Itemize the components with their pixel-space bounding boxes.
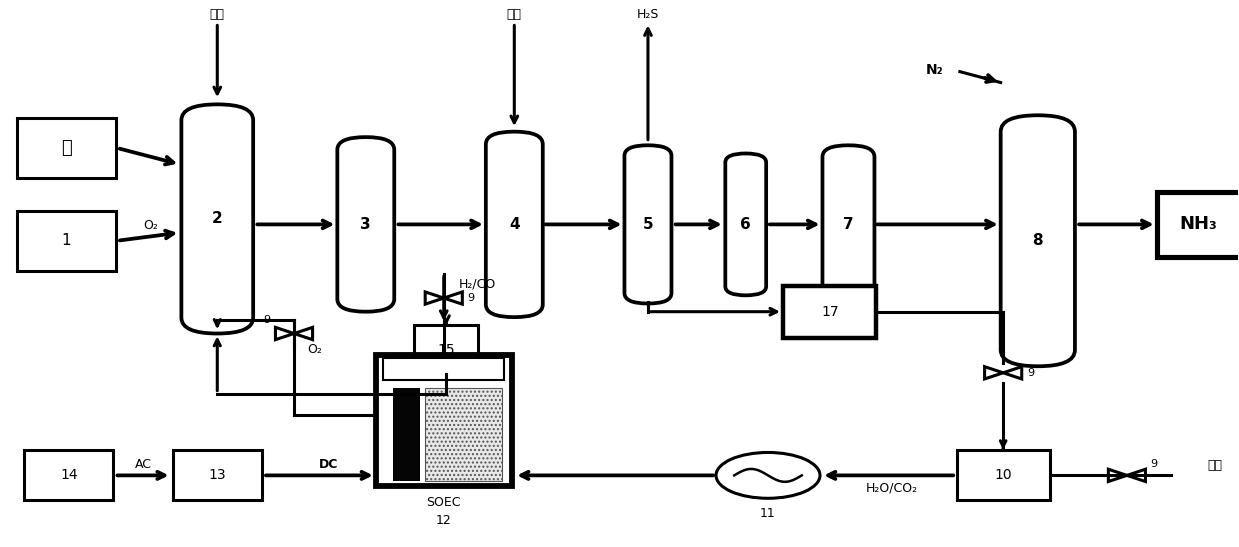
Text: SOEC: SOEC	[426, 496, 461, 509]
FancyBboxPatch shape	[425, 388, 502, 481]
Text: H₂O/CO₂: H₂O/CO₂	[866, 482, 918, 495]
Text: 13: 13	[208, 468, 225, 482]
Text: O₂: O₂	[307, 344, 322, 357]
Text: 蒸汽: 蒸汽	[209, 8, 224, 21]
Text: 10: 10	[995, 468, 1012, 482]
Text: 11: 11	[761, 507, 776, 520]
Text: H₂S: H₂S	[637, 8, 659, 21]
Text: AC: AC	[135, 458, 151, 471]
Text: N₂: N₂	[926, 63, 944, 77]
Text: 15: 15	[437, 343, 455, 357]
Text: 5: 5	[643, 217, 653, 232]
Text: 4: 4	[509, 217, 519, 232]
FancyBboxPatch shape	[725, 154, 766, 295]
Text: H₂/CO: H₂/CO	[458, 278, 496, 291]
FancyBboxPatch shape	[624, 146, 672, 304]
FancyBboxPatch shape	[486, 132, 543, 317]
FancyBboxPatch shape	[414, 325, 478, 375]
Text: 12: 12	[436, 514, 452, 527]
Text: 9: 9	[263, 315, 270, 325]
FancyBboxPatch shape	[25, 450, 113, 501]
Text: 8: 8	[1032, 233, 1043, 248]
FancyBboxPatch shape	[181, 104, 253, 334]
FancyBboxPatch shape	[393, 388, 420, 481]
Text: 14: 14	[59, 468, 78, 482]
Text: O₂: O₂	[142, 219, 157, 232]
FancyBboxPatch shape	[17, 118, 115, 178]
Text: NH₃: NH₃	[1180, 216, 1218, 234]
Text: 1: 1	[62, 233, 71, 248]
Text: 17: 17	[821, 305, 839, 319]
FancyBboxPatch shape	[1001, 115, 1075, 366]
Text: 蒸汽: 蒸汽	[507, 8, 522, 21]
Text: 7: 7	[844, 217, 854, 232]
FancyBboxPatch shape	[17, 211, 115, 271]
Text: 3: 3	[361, 217, 372, 232]
FancyBboxPatch shape	[383, 358, 504, 381]
Text: 蒸汽: 蒸汽	[1207, 459, 1223, 472]
Text: 2: 2	[212, 212, 223, 226]
Text: 6: 6	[741, 217, 751, 232]
FancyBboxPatch shape	[375, 356, 512, 486]
FancyBboxPatch shape	[337, 137, 394, 312]
Text: 9: 9	[1151, 459, 1157, 469]
FancyBboxPatch shape	[172, 450, 261, 501]
FancyBboxPatch shape	[823, 146, 875, 304]
Text: DC: DC	[318, 458, 338, 471]
Text: 9: 9	[1027, 368, 1035, 378]
FancyBboxPatch shape	[783, 286, 876, 337]
FancyBboxPatch shape	[957, 450, 1049, 501]
Text: 9: 9	[467, 293, 475, 303]
Text: 煤: 煤	[61, 139, 72, 157]
FancyBboxPatch shape	[1157, 191, 1239, 257]
